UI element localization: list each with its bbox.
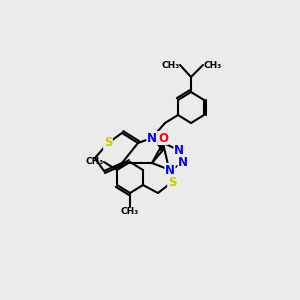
Text: CH₃: CH₃ <box>121 207 139 216</box>
Text: S: S <box>168 176 176 188</box>
Text: CH₃: CH₃ <box>203 61 221 70</box>
Text: N: N <box>178 157 188 169</box>
Text: CH₃: CH₃ <box>86 158 104 166</box>
Text: CH₃: CH₃ <box>162 61 180 70</box>
Text: O: O <box>158 131 168 145</box>
Text: N: N <box>165 164 175 176</box>
Text: N: N <box>174 143 184 157</box>
Text: S: S <box>104 136 112 149</box>
Text: N: N <box>147 131 157 145</box>
